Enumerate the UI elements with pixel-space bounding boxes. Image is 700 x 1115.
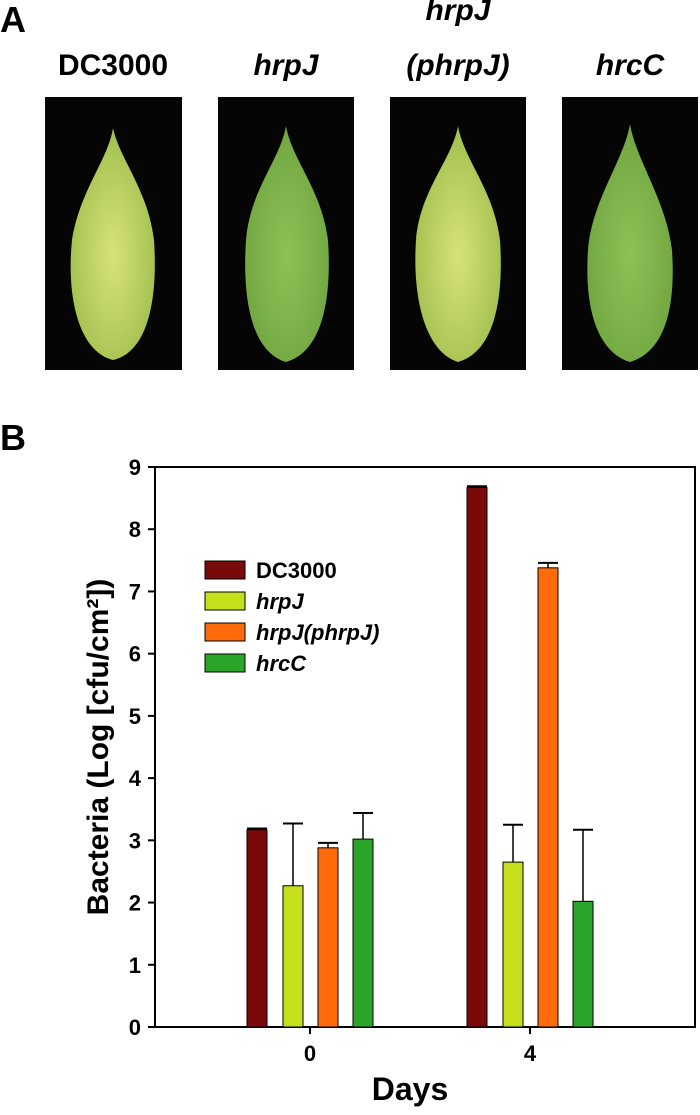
y-tick-label: 7 bbox=[129, 579, 141, 604]
y-tick-label: 2 bbox=[129, 891, 141, 916]
legend-swatch bbox=[204, 591, 246, 611]
bar bbox=[282, 885, 304, 1028]
panel-label: B bbox=[0, 417, 26, 458]
bar bbox=[246, 829, 268, 1028]
legend-swatch bbox=[204, 560, 246, 580]
strain-label: hrcC bbox=[596, 49, 666, 82]
x-tick-label: 4 bbox=[524, 1041, 537, 1066]
legend-label: DC3000 bbox=[256, 558, 337, 583]
legend-swatch bbox=[204, 622, 246, 642]
legend-label: hrpJ bbox=[256, 589, 304, 614]
x-axis-label: Days bbox=[372, 1071, 449, 1107]
bar bbox=[537, 567, 559, 1028]
plot-frame bbox=[154, 466, 696, 1028]
y-tick-label: 1 bbox=[129, 953, 141, 978]
bar bbox=[572, 900, 594, 1028]
strain-label: hrpJ bbox=[253, 49, 319, 82]
bar bbox=[352, 838, 374, 1028]
legend-swatch bbox=[204, 653, 246, 673]
y-tick-label: 4 bbox=[129, 766, 142, 791]
y-tick-label: 8 bbox=[129, 517, 141, 542]
strain-label: (phrpJ) bbox=[406, 49, 509, 82]
strain-label: hrpJ bbox=[425, 0, 491, 27]
bar bbox=[502, 861, 524, 1028]
leaf-images bbox=[45, 97, 698, 370]
y-tick-label: 6 bbox=[129, 642, 141, 667]
bar bbox=[466, 487, 488, 1028]
legend-label: hrcC bbox=[256, 651, 307, 676]
y-tick-label: 5 bbox=[129, 704, 141, 729]
strain-label: DC3000 bbox=[58, 49, 168, 82]
bar bbox=[317, 847, 339, 1028]
panel-label: A bbox=[0, 0, 26, 40]
y-axis-label: Bacteria (Log [cfu/cm²]) bbox=[82, 579, 115, 916]
y-tick-label: 9 bbox=[129, 455, 141, 480]
y-tick-label: 3 bbox=[129, 828, 141, 853]
y-tick-label: 0 bbox=[129, 1015, 141, 1040]
legend-label: hrpJ(phrpJ) bbox=[256, 620, 379, 645]
x-tick-label: 0 bbox=[304, 1041, 316, 1066]
